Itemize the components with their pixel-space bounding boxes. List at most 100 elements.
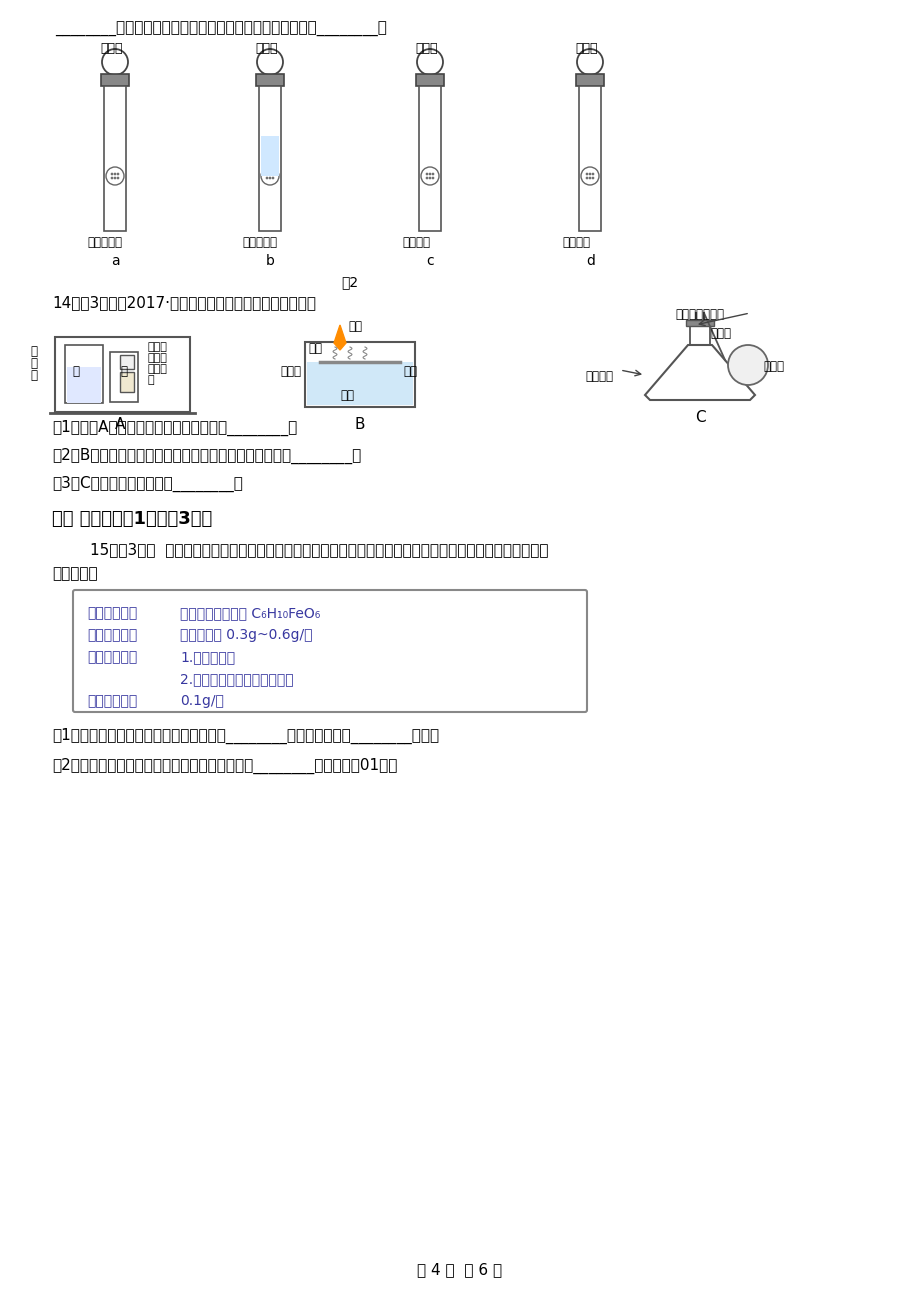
Bar: [307, 362, 413, 405]
Text: 水: 水: [30, 368, 37, 381]
Circle shape: [581, 167, 598, 185]
Bar: [578, 86, 600, 230]
Text: 薄铜片: 薄铜片: [279, 365, 301, 378]
Bar: [689, 323, 709, 345]
Text: 酞溶液: 酞溶液: [148, 353, 167, 363]
Text: 1.宜饭后口服: 1.宜饭后口服: [180, 650, 235, 664]
Text: 浓: 浓: [30, 345, 37, 358]
Circle shape: [272, 173, 274, 174]
Text: （1）根据A中观察到的实验现象得出分子________．: （1）根据A中观察到的实验现象得出分子________．: [52, 421, 297, 436]
Text: C: C: [694, 410, 705, 424]
Circle shape: [106, 167, 124, 185]
Text: a: a: [111, 254, 119, 268]
Text: 以下问题；: 以下问题；: [52, 566, 97, 581]
Text: 多孔銅片: 多孔銅片: [562, 236, 589, 249]
Circle shape: [268, 177, 271, 178]
Text: 氨: 氨: [30, 357, 37, 370]
Text: 0.1g/片: 0.1g/片: [180, 694, 223, 708]
Bar: [686, 320, 713, 326]
Text: （1）乳酸亚鐵中鐵元素的相对原子质量为________，乳酸亚鐵共有________种元素: （1）乳酸亚鐵中鐵元素的相对原子质量为________，乳酸亚鐵共有______…: [52, 728, 438, 745]
Bar: [259, 86, 280, 230]
Bar: [104, 86, 126, 230]
Text: 【主要成分】: 【主要成分】: [87, 605, 137, 620]
Circle shape: [432, 173, 434, 174]
Circle shape: [425, 173, 427, 174]
Text: ________．实验不适宜用排水集气法收集二氧化碗的理由是________．: ________．实验不适宜用排水集气法收集二氧化碗的理由是________．: [55, 22, 387, 36]
Text: 玻璃管: 玻璃管: [709, 327, 731, 340]
Text: 水: 水: [148, 375, 154, 385]
Text: 多孔塑料片: 多孔塑料片: [87, 236, 122, 249]
Text: 二氧化碗: 二氧化碗: [584, 370, 612, 383]
Text: b: b: [266, 254, 275, 268]
Bar: [55, 337, 190, 411]
Text: 15．（3分）  乳酸亚鐵片可用于治疗缺鐵性贫血．如图为乳酸亚鐵片说明书上的部分文字．请仔细阅读后回答: 15．（3分） 乳酸亚鐵片可用于治疗缺鐵性贫血．如图为乳酸亚鐵片说明书上的部分文…: [90, 542, 548, 557]
Circle shape: [421, 167, 438, 185]
Text: 氯氧化钓浓溶液: 氯氧化钓浓溶液: [675, 309, 723, 322]
Text: 弹簧夹: 弹簧夹: [574, 42, 596, 55]
Text: （3）C中气球鼓起的原因是________．: （3）C中气球鼓起的原因是________．: [52, 477, 243, 492]
Circle shape: [266, 173, 267, 174]
Circle shape: [428, 177, 430, 178]
Circle shape: [261, 167, 278, 185]
Text: 四、 简答题（共1题；共3分）: 四、 简答题（共1题；共3分）: [52, 510, 212, 529]
Bar: [101, 74, 129, 86]
Circle shape: [576, 49, 602, 76]
Circle shape: [114, 177, 116, 178]
Text: 弹簧夹: 弹簧夹: [255, 42, 278, 55]
Bar: [575, 74, 604, 86]
Circle shape: [591, 173, 594, 174]
Text: 白磷: 白磷: [340, 389, 354, 402]
Text: （2）B中能得出可燃物燃烧需要温度达到着火点的现象是________．: （2）B中能得出可燃物燃烧需要温度达到着火点的现象是________．: [52, 448, 361, 465]
Circle shape: [272, 177, 274, 178]
Text: 的蒸馏: 的蒸馏: [148, 365, 167, 374]
Circle shape: [102, 49, 128, 76]
Text: 弹簧夹: 弹簧夹: [100, 42, 122, 55]
Bar: [65, 345, 103, 404]
Bar: [67, 367, 101, 404]
Text: 滴有酚: 滴有酚: [148, 342, 167, 352]
Text: B: B: [355, 417, 365, 432]
Bar: [119, 355, 134, 368]
Text: 2.服时忌茶，以免被辞质沉淠: 2.服时忌茶，以免被辞质沉淠: [180, 672, 293, 686]
Text: 【规　　格】: 【规 格】: [87, 694, 137, 708]
Circle shape: [111, 177, 113, 178]
Polygon shape: [334, 326, 346, 350]
Text: 甲: 甲: [72, 365, 79, 378]
FancyBboxPatch shape: [73, 590, 586, 712]
Circle shape: [588, 177, 590, 178]
Circle shape: [268, 173, 271, 174]
Text: 【注意事项】: 【注意事项】: [87, 650, 137, 664]
Circle shape: [416, 49, 443, 76]
Circle shape: [727, 345, 767, 385]
Text: 图2: 图2: [341, 275, 358, 289]
Text: 乙: 乙: [119, 365, 127, 378]
Text: 第 4 页  共 6 页: 第 4 页 共 6 页: [417, 1262, 502, 1277]
Text: 瘿气球: 瘿气球: [762, 359, 783, 372]
Bar: [261, 135, 278, 176]
Bar: [305, 342, 414, 408]
Bar: [119, 372, 134, 392]
Text: A: A: [115, 417, 125, 432]
Text: 14．（3分）（2017·北京模拟）根据下列实验回答问题．: 14．（3分）（2017·北京模拟）根据下列实验回答问题．: [52, 296, 315, 310]
Text: 红磷: 红磷: [347, 320, 361, 333]
Circle shape: [117, 173, 119, 174]
Bar: [415, 74, 444, 86]
Text: 开水: 开水: [403, 365, 416, 378]
Circle shape: [117, 177, 119, 178]
Circle shape: [114, 173, 116, 174]
Circle shape: [111, 173, 113, 174]
Circle shape: [256, 49, 283, 76]
Circle shape: [585, 173, 587, 174]
Text: 多孔塑料片: 多孔塑料片: [242, 236, 277, 249]
Circle shape: [428, 173, 430, 174]
Bar: [110, 352, 138, 402]
Circle shape: [585, 177, 587, 178]
Text: （2）某人服用该乳酸亚鐵中鐵元素的质量分数是________．（精确到01％）: （2）某人服用该乳酸亚鐵中鐵元素的质量分数是________．（精确到01％）: [52, 758, 397, 775]
Circle shape: [588, 173, 590, 174]
Text: 【用　　量】: 【用 量】: [87, 628, 137, 642]
Bar: [255, 74, 284, 86]
Text: 成人治疗量 0.3g~0.6g/日: 成人治疗量 0.3g~0.6g/日: [180, 628, 312, 642]
Text: 弹簧夹: 弹簧夹: [414, 42, 437, 55]
Text: 乳酸亚鐵，分子式 C₆H₁₀FeO₆: 乳酸亚鐵，分子式 C₆H₁₀FeO₆: [180, 605, 320, 620]
Circle shape: [425, 177, 427, 178]
